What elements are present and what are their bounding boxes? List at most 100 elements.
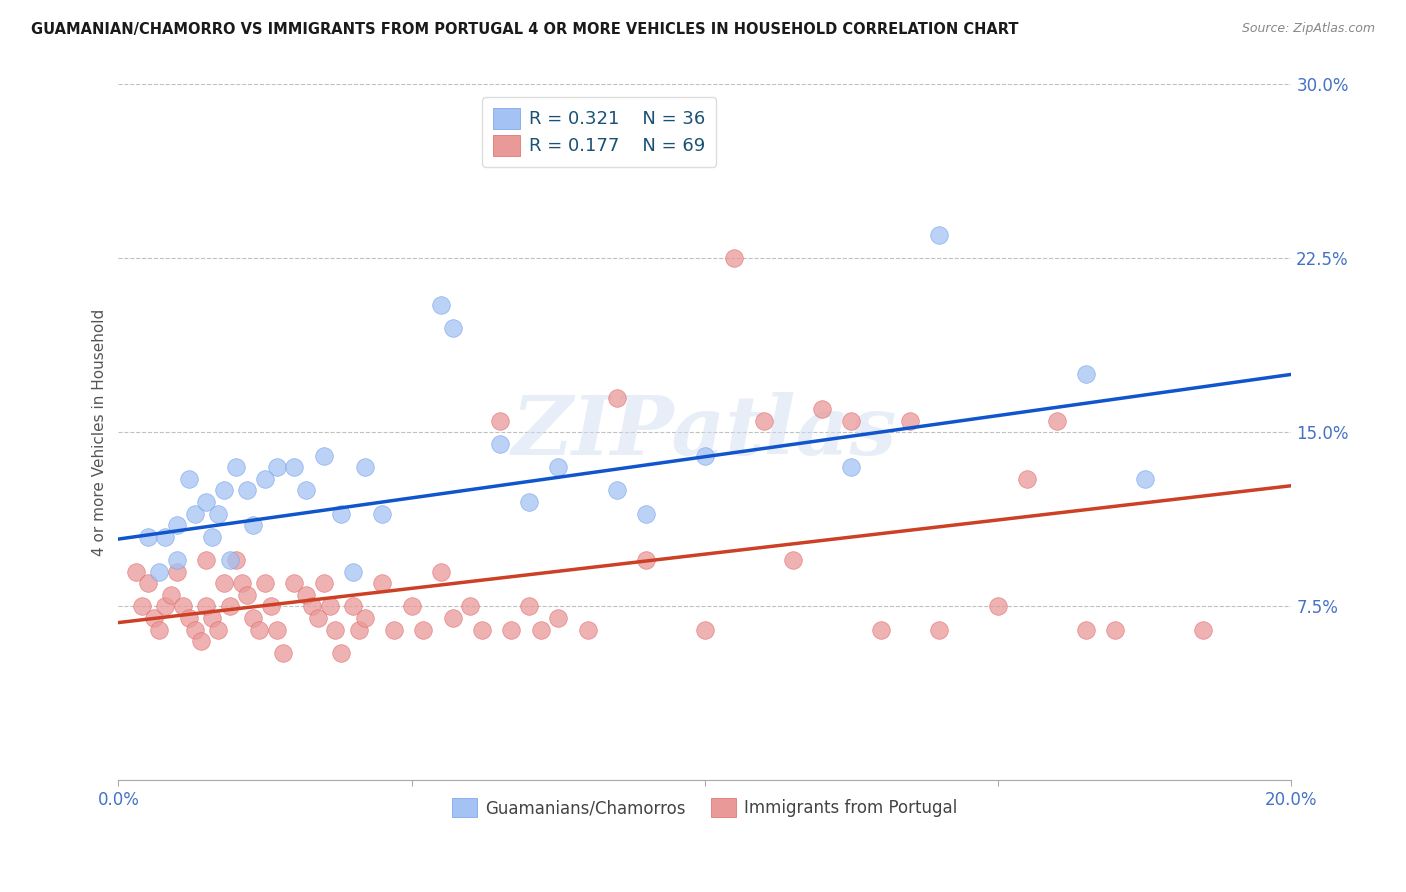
Point	[254, 472, 277, 486]
Point	[266, 623, 288, 637]
Point	[371, 576, 394, 591]
Point	[501, 623, 523, 637]
Point	[723, 252, 745, 266]
Point	[236, 483, 259, 498]
Point	[471, 623, 494, 637]
Point	[869, 623, 891, 637]
Point	[898, 414, 921, 428]
Point	[295, 483, 318, 498]
Point	[782, 553, 804, 567]
Point	[371, 507, 394, 521]
Text: GUAMANIAN/CHAMORRO VS IMMIGRANTS FROM PORTUGAL 4 OR MORE VEHICLES IN HOUSEHOLD C: GUAMANIAN/CHAMORRO VS IMMIGRANTS FROM PO…	[31, 22, 1018, 37]
Point	[136, 530, 159, 544]
Point	[312, 449, 335, 463]
Point	[242, 518, 264, 533]
Point	[201, 530, 224, 544]
Point	[353, 611, 375, 625]
Point	[752, 414, 775, 428]
Point	[242, 611, 264, 625]
Point	[218, 599, 240, 614]
Point	[636, 507, 658, 521]
Point	[928, 228, 950, 243]
Point	[1074, 368, 1097, 382]
Point	[142, 611, 165, 625]
Point	[190, 634, 212, 648]
Point	[606, 391, 628, 405]
Point	[441, 321, 464, 335]
Point	[460, 599, 482, 614]
Point	[1133, 472, 1156, 486]
Point	[1104, 623, 1126, 637]
Point	[811, 402, 834, 417]
Point	[225, 460, 247, 475]
Point	[841, 460, 863, 475]
Point	[347, 623, 370, 637]
Point	[530, 623, 553, 637]
Point	[312, 576, 335, 591]
Point	[172, 599, 194, 614]
Point	[441, 611, 464, 625]
Point	[125, 565, 148, 579]
Point	[218, 553, 240, 567]
Point	[325, 623, 347, 637]
Point	[212, 576, 235, 591]
Point	[342, 599, 364, 614]
Point	[488, 414, 510, 428]
Point	[307, 611, 329, 625]
Point	[177, 611, 200, 625]
Point	[266, 460, 288, 475]
Point	[318, 599, 340, 614]
Point	[295, 588, 318, 602]
Point	[166, 553, 188, 567]
Point	[207, 507, 229, 521]
Point	[183, 507, 205, 521]
Point	[148, 565, 170, 579]
Point	[183, 623, 205, 637]
Text: ZIPatlas: ZIPatlas	[512, 392, 897, 473]
Point	[330, 507, 353, 521]
Text: Source: ZipAtlas.com: Source: ZipAtlas.com	[1241, 22, 1375, 36]
Y-axis label: 4 or more Vehicles in Household: 4 or more Vehicles in Household	[93, 309, 107, 556]
Point	[260, 599, 283, 614]
Point	[606, 483, 628, 498]
Point	[382, 623, 405, 637]
Point	[401, 599, 423, 614]
Point	[195, 599, 218, 614]
Point	[301, 599, 323, 614]
Point	[212, 483, 235, 498]
Point	[148, 623, 170, 637]
Point	[236, 588, 259, 602]
Point	[488, 437, 510, 451]
Point	[1192, 623, 1215, 637]
Point	[1017, 472, 1039, 486]
Point	[517, 495, 540, 509]
Point	[693, 449, 716, 463]
Point	[283, 460, 305, 475]
Point	[430, 565, 453, 579]
Point	[547, 460, 569, 475]
Point	[160, 588, 183, 602]
Point	[547, 611, 569, 625]
Point	[166, 518, 188, 533]
Point	[247, 623, 270, 637]
Point	[283, 576, 305, 591]
Point	[1074, 623, 1097, 637]
Point	[353, 460, 375, 475]
Point	[177, 472, 200, 486]
Point	[987, 599, 1010, 614]
Point	[254, 576, 277, 591]
Point	[166, 565, 188, 579]
Point	[342, 565, 364, 579]
Point	[412, 623, 434, 637]
Point	[131, 599, 153, 614]
Point	[1046, 414, 1069, 428]
Point	[928, 623, 950, 637]
Point	[636, 553, 658, 567]
Point	[841, 414, 863, 428]
Point	[207, 623, 229, 637]
Point	[155, 599, 177, 614]
Point	[517, 599, 540, 614]
Point	[195, 553, 218, 567]
Point	[693, 623, 716, 637]
Legend: Guamanians/Chamorros, Immigrants from Portugal: Guamanians/Chamorros, Immigrants from Po…	[446, 791, 965, 824]
